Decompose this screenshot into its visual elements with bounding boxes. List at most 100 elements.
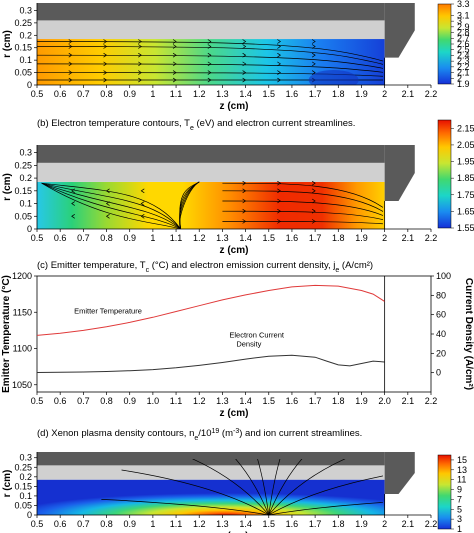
streamline-arrow — [311, 61, 316, 67]
cathode-tube — [37, 452, 385, 466]
streamline-arrow — [242, 44, 247, 49]
streamline-arrow — [103, 77, 108, 83]
streamline-arrow — [172, 44, 177, 49]
colorbar-tick-label: 3 — [457, 16, 462, 26]
y-axis-label: r (cm) — [2, 173, 13, 201]
y-tick-label: 0 — [27, 80, 32, 90]
orifice-plate — [384, 452, 415, 494]
streamline-arrow — [172, 52, 177, 58]
streamline-arrow — [140, 201, 145, 206]
x-tick-label: 1.4 — [239, 233, 252, 243]
streamline-arrow — [277, 219, 281, 224]
x-tick-label: 1.8 — [332, 396, 345, 406]
series-line-0 — [36, 284, 385, 336]
y-tick-label-right: 60 — [436, 310, 446, 320]
x-tick-label: 1.6 — [286, 233, 299, 243]
x-tick-label: 1.0 — [147, 396, 160, 406]
streamline-arrow — [71, 213, 75, 219]
streamline — [268, 459, 346, 516]
series-line-1 — [36, 354, 385, 373]
x-tick-label: 1.1 — [170, 519, 183, 529]
x-tick-label: 0.9 — [123, 233, 136, 243]
streamline-arrow — [71, 188, 75, 194]
streamline — [41, 182, 181, 229]
streamlines — [41, 180, 383, 229]
streamline-arrow — [242, 219, 247, 224]
streamline-arrow — [277, 180, 281, 186]
x-tick-label: 1.8 — [332, 89, 345, 99]
colorbar-tick-label: 2.9 — [457, 22, 470, 32]
colorbar-tick-label: 2.1 — [457, 68, 470, 78]
y-axis-label-left: Emitter Temperature (°C) — [1, 275, 12, 393]
streamline — [41, 182, 181, 229]
y-tick-label-right: 0 — [436, 368, 441, 378]
x-axis-label: z (cm) — [220, 101, 249, 112]
panel-d: 0.5 0.6 0.7 0.8 0.9 1 1.1 1.2 1.3 1.4 1.5 1.6 1.7 1.8… — [2, 452, 467, 533]
colorbar-tick-label: 2.3 — [457, 56, 470, 66]
streamline-arrow — [103, 39, 108, 44]
x-axis-label: z (cm) — [220, 531, 249, 533]
streamline-arrow — [105, 188, 110, 194]
streamline-arrow — [207, 61, 212, 67]
streamline — [222, 182, 383, 208]
streamline-arrow — [277, 70, 281, 75]
y-tick-label-right: 80 — [436, 290, 446, 300]
plasma-region — [37, 181, 385, 229]
streamline-arrow — [277, 208, 281, 214]
y-tick-label: 0.2 — [19, 30, 32, 40]
x-tick-label: 1 — [150, 233, 155, 243]
x-tick-label: 2.1 — [402, 233, 415, 243]
streamline-arrow — [172, 77, 177, 83]
orifice-plate — [384, 145, 415, 201]
colorbar-bar — [437, 3, 452, 85]
streamline-arrow — [242, 39, 247, 44]
streamline-arrow — [172, 70, 177, 75]
y-axis-label: r (cm) — [2, 30, 13, 58]
streamline-arrow — [311, 219, 316, 224]
streamline-arrow — [242, 198, 247, 204]
streamline — [37, 54, 383, 69]
streamline-arrow — [242, 208, 247, 214]
streamline — [37, 41, 383, 62]
x-tick-label: 2.2 — [425, 89, 438, 99]
y-tick-label: 0.25 — [14, 160, 32, 170]
cathode-tube — [37, 145, 385, 163]
orifice-plate — [384, 3, 415, 58]
y-tick-label: 0.25 — [14, 18, 32, 28]
x-tick-label: 0.7 — [77, 396, 90, 406]
streamlines — [101, 459, 383, 516]
colorbar-tick-label: 7 — [457, 494, 462, 504]
colorbar-tick-label: 2.2 — [457, 62, 470, 72]
streamline — [235, 459, 270, 516]
x-tick-label: 0.7 — [77, 233, 90, 243]
cold-region — [308, 70, 359, 85]
y-tick-label: 0.3 — [19, 5, 32, 15]
streamlines — [37, 39, 383, 85]
y-tick-label: 0.2 — [19, 472, 32, 482]
y-tick-label-right: 20 — [436, 348, 446, 358]
colorbar-tick-label: 1.55 — [457, 223, 474, 233]
y-tick-label: 0.1 — [19, 491, 32, 501]
y-axis-label: r (cm) — [2, 470, 13, 498]
streamline-arrow — [138, 39, 142, 44]
x-tick-label: 1.4 — [239, 396, 252, 406]
streamline-arrow — [277, 52, 281, 58]
streamline-arrow — [242, 61, 247, 67]
streamline — [121, 469, 269, 516]
x-tick-label: 1.9 — [355, 233, 368, 243]
streamline-arrow — [71, 201, 75, 206]
y-tick-label: 0.3 — [19, 148, 32, 158]
y-tick-label: 0.25 — [14, 462, 32, 472]
streamline-arrow — [311, 198, 316, 204]
streamline-arrow — [207, 44, 212, 49]
streamline — [268, 459, 281, 516]
x-tick-label: 0.8 — [100, 396, 113, 406]
streamline — [257, 459, 270, 516]
streamline-arrow — [68, 61, 73, 67]
x-tick-label: 2 — [382, 89, 387, 99]
streamline-arrow — [138, 52, 142, 58]
streamline-arrow — [68, 44, 73, 49]
x-tick-label: 1.5 — [263, 519, 276, 529]
